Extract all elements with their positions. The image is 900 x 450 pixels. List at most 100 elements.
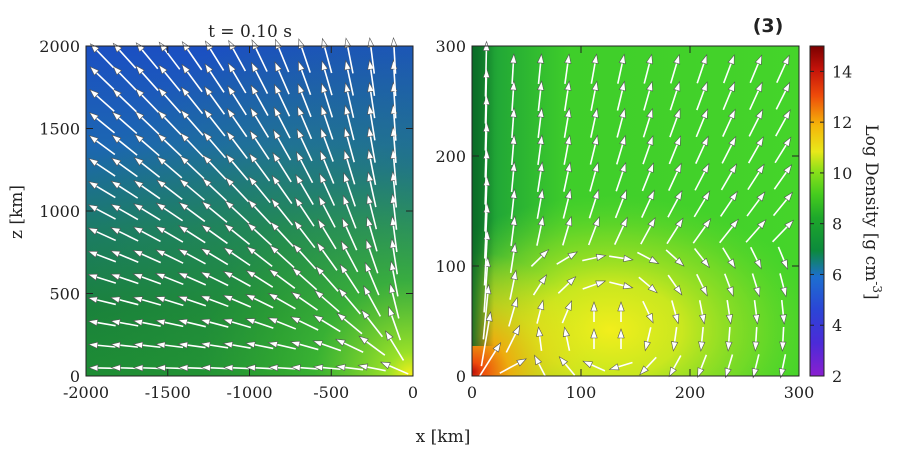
velocity-arrow (158, 64, 181, 92)
velocity-arrow (772, 191, 794, 217)
velocity-arrow (366, 216, 378, 252)
velocity-arrow (273, 129, 292, 161)
velocity-arrow (295, 173, 314, 205)
velocity-arrow (320, 105, 334, 140)
velocity-arrow (563, 80, 572, 111)
velocity-arrow (177, 248, 206, 265)
velocity-arrow (668, 355, 682, 378)
velocity-arrow (157, 87, 182, 114)
velocity-arrow (296, 128, 313, 162)
velocity-arrow (530, 249, 550, 267)
velocity-arrow (178, 178, 205, 201)
velocity-arrow (132, 364, 161, 372)
colorbar: 2 4 6 8 10 12 14 Log Density [g cm-3] (809, 45, 884, 386)
velocity-arrow (317, 218, 337, 250)
velocity-arrow (343, 149, 356, 185)
velocity-arrow (312, 314, 341, 333)
velocity-arrow (721, 135, 737, 164)
velocity-arrow (509, 269, 518, 300)
velocity-arrow (339, 263, 360, 294)
velocity-arrow (745, 219, 767, 243)
velocity-arrow (389, 215, 398, 253)
velocity-arrow (719, 218, 739, 244)
velocity-arrow (777, 246, 788, 270)
velocity-arrow (225, 153, 249, 181)
velocity-arrow (665, 249, 685, 267)
velocity-arrow (200, 271, 229, 287)
velocity-arrow (510, 188, 518, 219)
velocity-arrow (363, 285, 382, 317)
velocity-arrow (365, 238, 379, 274)
velocity-arrow (587, 216, 600, 246)
velocity-arrow (109, 296, 139, 306)
velocity-arrow (274, 61, 290, 95)
velocity-arrow (590, 107, 599, 138)
velocity-arrow (772, 219, 795, 243)
velocity-arrow (155, 249, 184, 264)
velocity-arrow (641, 162, 654, 192)
velocity-arrow (200, 248, 229, 266)
velocity-arrow (272, 151, 292, 183)
velocity-arrow (669, 53, 681, 84)
velocity-arrow (667, 274, 683, 296)
velocity-arrow (157, 110, 182, 136)
velocity-arrow (199, 295, 229, 308)
velocity-arrow (562, 326, 571, 351)
velocity-arrow (638, 276, 658, 294)
velocity-arrow (222, 341, 251, 349)
velocity-arrow (389, 237, 399, 275)
left-ytick-label: 500 (49, 285, 80, 304)
velocity-arrow (509, 53, 517, 85)
velocity-arrow (722, 81, 736, 111)
velocity-arrow (590, 301, 598, 322)
velocity-arrow (696, 81, 708, 111)
velocity-arrow (344, 59, 355, 96)
velocity-arrow (132, 226, 161, 243)
velocity-arrow (132, 341, 161, 349)
velocity-arrow (725, 326, 733, 352)
velocity-arrow (724, 354, 734, 379)
velocity-arrow (367, 59, 376, 96)
right-ytick-label: 100 (435, 257, 466, 276)
velocity-arrow (344, 82, 355, 118)
velocity-arrow (204, 85, 226, 115)
velocity-arrow (156, 179, 183, 200)
velocity-arrow (343, 171, 356, 207)
velocity-arrow (562, 188, 572, 219)
velocity-arrow (244, 341, 274, 350)
velocity-arrow (294, 196, 315, 227)
velocity-arrow (291, 267, 318, 291)
velocity-arrow (671, 300, 680, 325)
velocity-arrow (536, 326, 544, 352)
velocity-arrow (110, 341, 139, 349)
colorbar-tick-label: 4 (832, 316, 842, 335)
velocity-arrow (268, 268, 296, 289)
velocity-arrow (694, 162, 710, 191)
velocity-arrow (335, 338, 364, 353)
velocity-arrow (250, 107, 270, 138)
velocity-arrow (249, 129, 270, 160)
left-xtick-label: -1500 (145, 383, 191, 402)
velocity-arrow (227, 62, 247, 94)
velocity-arrow (180, 109, 204, 136)
velocity-arrow (312, 364, 341, 372)
velocity-arrow (366, 148, 377, 186)
velocity-arrow (222, 318, 252, 329)
velocity-arrow (314, 289, 340, 313)
left-xtick-label: -1000 (226, 383, 272, 402)
velocity-arrow (318, 195, 336, 228)
velocity-arrow (508, 296, 519, 327)
colorbar-ticks: 2 4 6 8 10 12 14 (810, 62, 852, 386)
velocity-arrow (722, 108, 736, 137)
velocity-arrow (724, 273, 734, 298)
velocity-arrow (87, 273, 117, 284)
velocity-arrow (779, 273, 788, 298)
colorbar-tick-label: 14 (832, 62, 852, 81)
colorbar-tick-label: 10 (832, 164, 852, 183)
velocity-arrow (537, 80, 545, 111)
velocity-arrow (697, 354, 708, 379)
velocity-arrow (132, 203, 161, 221)
velocity-arrow (698, 300, 707, 325)
velocity-arrow (110, 180, 139, 199)
velocity-arrow (88, 158, 116, 177)
